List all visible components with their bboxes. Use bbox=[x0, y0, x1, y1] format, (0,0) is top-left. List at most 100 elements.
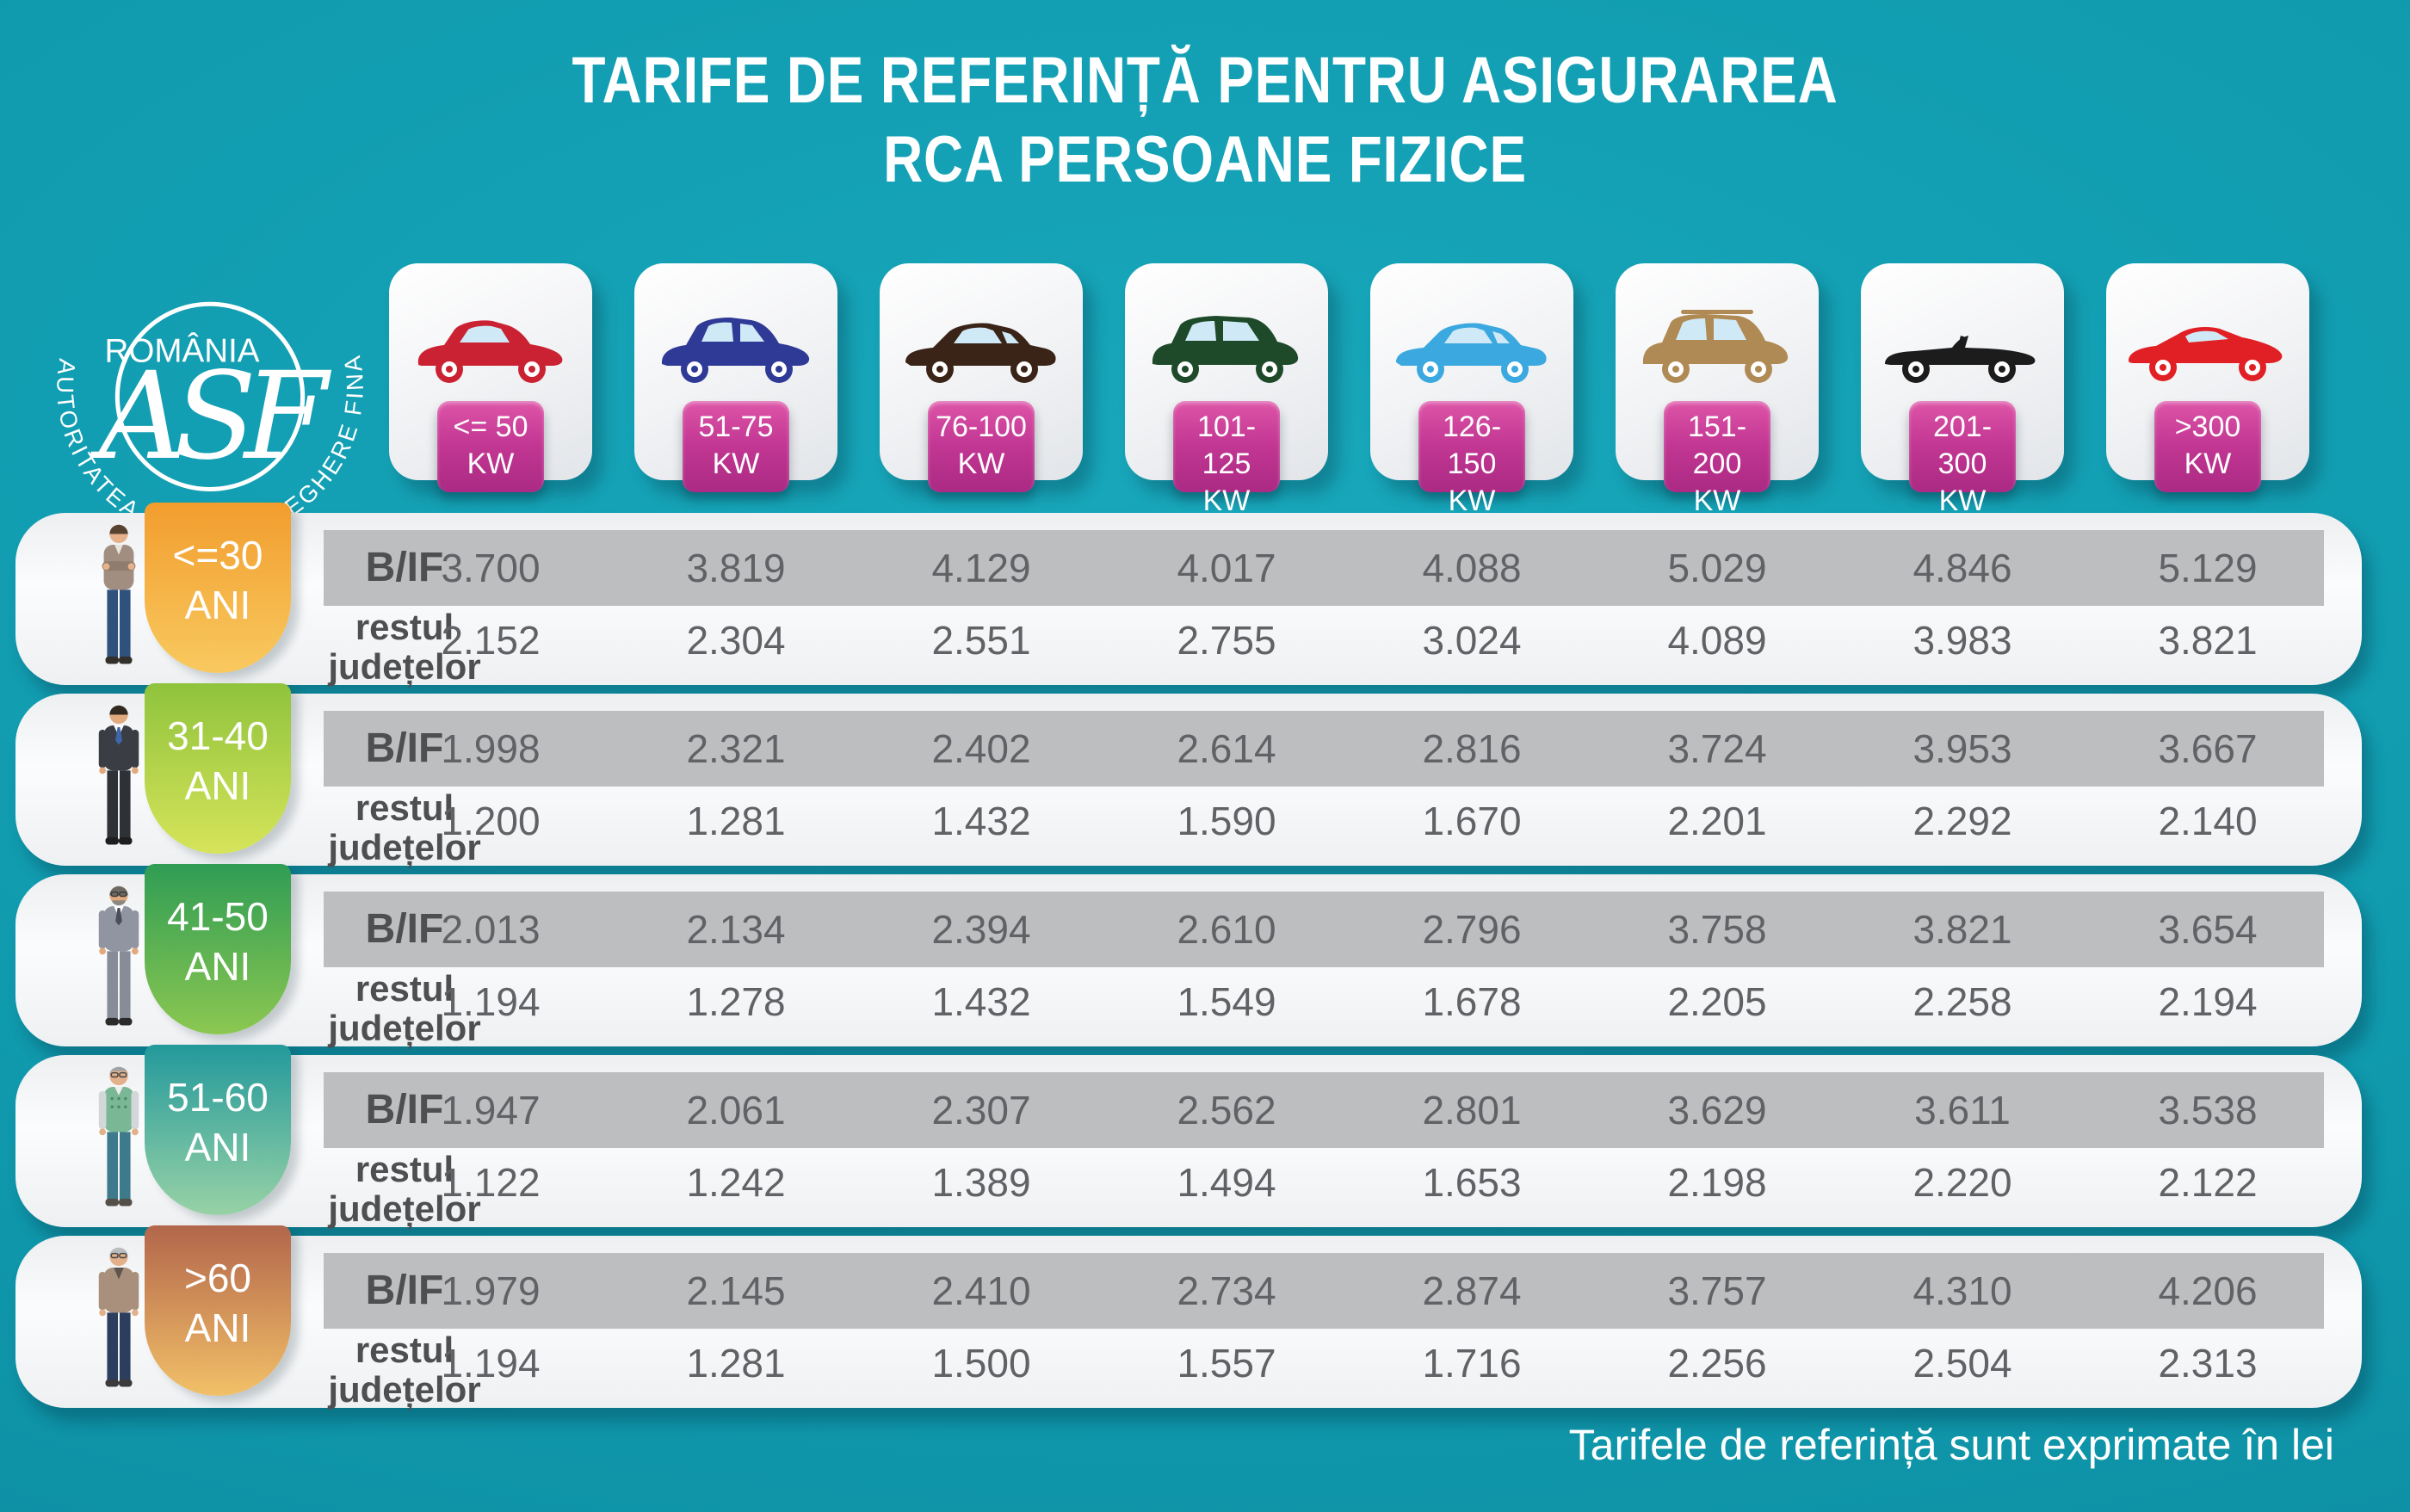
age-row-over-60: >60 ANI B/IF restul județelor 1.979 2.14… bbox=[15, 1225, 2362, 1410]
tariff-cell: 1.278 bbox=[686, 979, 786, 1024]
tariff-cell: 3.667 bbox=[2158, 726, 2258, 771]
power-range-value: 151-200 bbox=[1687, 410, 1747, 480]
power-category-card: <= 50 KW bbox=[389, 263, 592, 492]
tariff-cell: 1.281 bbox=[686, 799, 786, 843]
tariff-cell: 2.140 bbox=[2158, 799, 2258, 843]
asf-monogram: ASF bbox=[90, 347, 332, 487]
power-category-card: 126-150 KW bbox=[1370, 263, 1573, 517]
tariff-cell: 3.757 bbox=[1667, 1268, 1767, 1313]
power-category-card: >300 KW bbox=[2106, 263, 2309, 492]
tariff-cell: 2.816 bbox=[1422, 726, 1522, 771]
tariff-cell: 3.953 bbox=[1913, 726, 2012, 771]
age-badge-unit: ANI bbox=[184, 583, 251, 627]
tariff-cell: 3.700 bbox=[441, 546, 541, 590]
tariff-cell: 4.017 bbox=[1177, 546, 1276, 590]
age-badge: 51-60 ANI bbox=[145, 1045, 291, 1215]
logo-country-label: ROMÂNIA bbox=[104, 332, 259, 369]
region-label-bif: B/IF bbox=[365, 725, 444, 771]
tariff-cell: 2.796 bbox=[1422, 907, 1522, 952]
car-icon-green-minivan bbox=[1152, 316, 1299, 383]
tariff-cell: 1.281 bbox=[686, 1341, 786, 1385]
power-range-tab: 201-300 KW bbox=[1909, 401, 2016, 517]
power-range-unit: KW bbox=[1693, 484, 1741, 517]
person-icon-age-over-60 bbox=[98, 1247, 139, 1387]
bif-band bbox=[324, 530, 2324, 606]
region-label-rest: restul județelor bbox=[328, 787, 481, 867]
asf-logo: ROMÂNIA ASF AUTORITATEA DE SUPRAVEGHERE … bbox=[40, 272, 366, 535]
power-range-tab: 101-125 KW bbox=[1173, 401, 1280, 517]
region-label-bif: B/IF bbox=[365, 906, 444, 952]
age-badge-range: 51-60 bbox=[167, 1075, 269, 1120]
tariff-cell: 5.129 bbox=[2158, 546, 2258, 590]
tariff-cell: 2.198 bbox=[1667, 1160, 1767, 1205]
tariff-cell: 3.821 bbox=[1913, 907, 2012, 952]
tariff-cell: 2.205 bbox=[1667, 979, 1767, 1024]
power-range-tab: <= 50 KW bbox=[437, 401, 544, 492]
power-category-card: 151-200 KW bbox=[1616, 263, 1819, 517]
tariff-cell: 1.979 bbox=[441, 1268, 541, 1313]
tariff-cell: 3.024 bbox=[1422, 618, 1522, 663]
tariff-cell: 1.678 bbox=[1422, 979, 1522, 1024]
power-range-value: 51-75 bbox=[698, 410, 774, 443]
tariff-cell: 2.304 bbox=[686, 618, 786, 663]
tariff-cell: 1.716 bbox=[1422, 1341, 1522, 1385]
car-icon-lightblue-sedan bbox=[1396, 323, 1547, 383]
region-label-bif: B/IF bbox=[365, 1268, 444, 1313]
tariff-cell: 2.061 bbox=[686, 1088, 786, 1132]
car-icon-red-city-car bbox=[417, 320, 563, 383]
power-category-card: 76-100 KW bbox=[880, 263, 1083, 492]
tariff-cell: 2.755 bbox=[1177, 618, 1276, 663]
tariff-cell: 5.029 bbox=[1667, 546, 1767, 590]
power-range-unit: KW bbox=[712, 447, 760, 480]
tariff-cell: 3.611 bbox=[1914, 1088, 2011, 1132]
power-range-unit: KW bbox=[1938, 484, 1987, 517]
tariff-cell: 2.194 bbox=[2158, 979, 2258, 1024]
age-badge-range: <=30 bbox=[172, 533, 263, 577]
region-label-rest: restul județelor bbox=[328, 1330, 481, 1410]
tariff-cell: 3.724 bbox=[1667, 726, 1767, 771]
tariff-cell: 2.201 bbox=[1667, 799, 1767, 843]
car-icon-blue-crossover bbox=[661, 318, 810, 383]
tariff-cell: 2.321 bbox=[686, 726, 786, 771]
tariff-cell: 1.590 bbox=[1177, 799, 1276, 843]
power-range-unit: KW bbox=[1448, 484, 1496, 517]
tariff-cell: 2.562 bbox=[1177, 1088, 1276, 1132]
tariff-cell: 2.013 bbox=[441, 907, 541, 952]
tariff-cell: 2.610 bbox=[1177, 907, 1276, 952]
bif-band bbox=[324, 1253, 2324, 1329]
region-label-rest: restul județelor bbox=[328, 607, 481, 687]
age-badge-unit: ANI bbox=[184, 1125, 251, 1169]
tariff-cell: 3.983 bbox=[1913, 618, 2012, 663]
power-range-tab: 151-200 KW bbox=[1664, 401, 1770, 517]
tariff-cell: 1.500 bbox=[931, 1341, 1031, 1385]
tariff-cell: 2.801 bbox=[1422, 1088, 1522, 1132]
age-badge-unit: ANI bbox=[184, 944, 251, 989]
tariff-cell: 3.538 bbox=[2158, 1088, 2258, 1132]
tariff-cell: 3.821 bbox=[2158, 618, 2258, 663]
tariff-cell: 2.256 bbox=[1667, 1341, 1767, 1385]
power-range-unit: KW bbox=[957, 447, 1005, 480]
car-icon-black-convertible bbox=[1885, 336, 2036, 383]
tariff-cell: 3.629 bbox=[1667, 1088, 1767, 1132]
tariff-cell: 2.614 bbox=[1177, 726, 1276, 771]
power-range-tab: >300 KW bbox=[2154, 401, 2261, 492]
tariff-cell: 1.194 bbox=[441, 979, 541, 1024]
bif-band bbox=[324, 711, 2324, 787]
tariff-cell: 2.152 bbox=[441, 618, 541, 663]
tariff-cell: 1.194 bbox=[441, 1341, 541, 1385]
region-label-bif: B/IF bbox=[365, 1087, 444, 1132]
age-badge-unit: ANI bbox=[184, 1305, 251, 1350]
tariff-cell: 2.410 bbox=[931, 1268, 1031, 1313]
tariff-cell: 1.494 bbox=[1177, 1160, 1276, 1205]
age-badge: 41-50 ANI bbox=[145, 864, 291, 1034]
tariff-cell: 4.846 bbox=[1913, 546, 2012, 590]
power-range-value: 126-150 bbox=[1442, 410, 1502, 480]
tariff-cell: 2.307 bbox=[931, 1088, 1031, 1132]
page-title: TARIFE DE REFERINȚĂ PENTRU ASIGURAREA RC… bbox=[0, 41, 2410, 200]
power-range-value: 76-100 bbox=[936, 410, 1027, 443]
tariff-cell: 1.549 bbox=[1177, 979, 1276, 1024]
power-category-card: 51-75 KW bbox=[634, 263, 837, 492]
region-label-bif: B/IF bbox=[365, 545, 444, 590]
tariff-cell: 2.258 bbox=[1913, 979, 2012, 1024]
footer-note: Tarifele de referință sunt exprimate în … bbox=[1568, 1421, 2334, 1469]
